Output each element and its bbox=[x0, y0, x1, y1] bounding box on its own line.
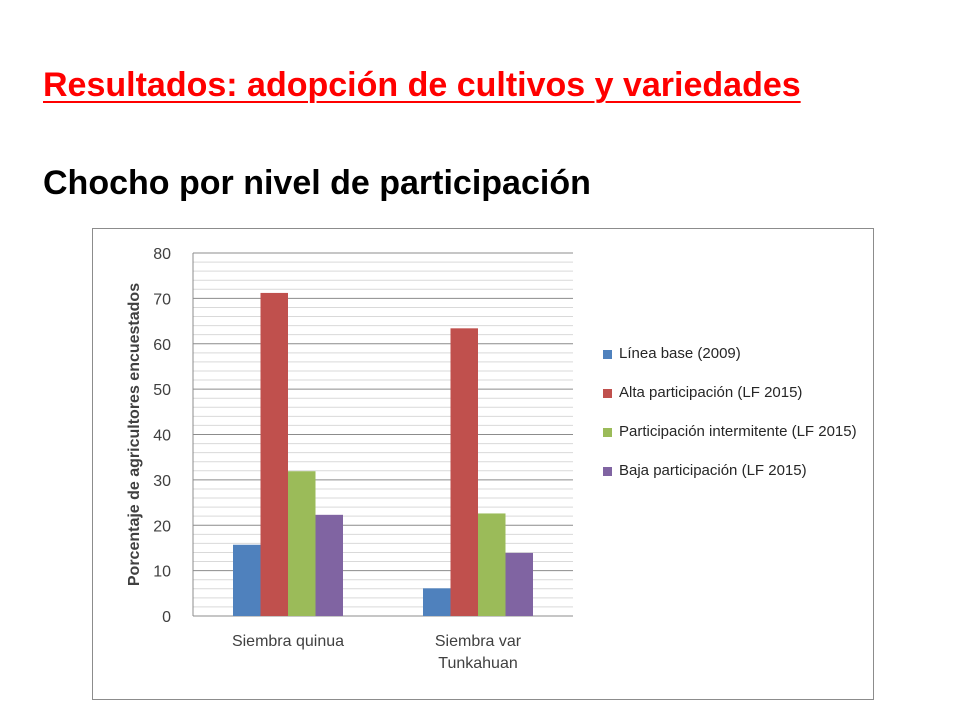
legend-item: Línea base (2009) bbox=[603, 344, 868, 364]
x-category-label: Siembra var bbox=[435, 633, 522, 650]
legend-item: Baja participación (LF 2015) bbox=[603, 461, 868, 481]
legend-item: Alta participación (LF 2015) bbox=[603, 383, 868, 403]
bar bbox=[478, 513, 506, 616]
x-category-label: Siembra quinua bbox=[232, 633, 344, 650]
y-tick-label: 0 bbox=[162, 609, 171, 626]
bar bbox=[315, 514, 343, 616]
y-tick-label: 10 bbox=[153, 564, 171, 581]
bar bbox=[288, 471, 316, 616]
legend-label: Baja participación (LF 2015) bbox=[619, 462, 807, 479]
legend-label: Alta participación (LF 2015) bbox=[619, 384, 803, 401]
legend-swatch bbox=[603, 428, 612, 437]
y-tick-label: 40 bbox=[153, 428, 171, 445]
y-tick-label: 30 bbox=[153, 473, 171, 490]
bar bbox=[260, 292, 288, 616]
bar bbox=[233, 544, 261, 616]
y-tick-label: 50 bbox=[153, 382, 171, 399]
y-tick-label: 20 bbox=[153, 518, 171, 535]
y-axis-title: Porcentaje de agricultores encuestados bbox=[126, 283, 143, 586]
y-tick-label: 80 bbox=[153, 246, 171, 263]
legend-swatch bbox=[603, 389, 612, 398]
slide-subtitle: Chocho por nivel de participación bbox=[43, 164, 591, 202]
legend-label: Línea base (2009) bbox=[619, 345, 741, 362]
chart-container: 0 10 20 30 40 50 60 70 80 Porcentaje de agriculto… bbox=[92, 228, 874, 700]
bar bbox=[505, 552, 533, 616]
bar-chart: 0 10 20 30 40 50 60 70 80 Porcentaje de agriculto… bbox=[126, 246, 573, 672]
slide-title: Resultados: adopción de cultivos y varie… bbox=[43, 66, 801, 104]
bar bbox=[423, 588, 451, 616]
chart-legend: Línea base (2009) Alta participación (LF … bbox=[603, 344, 868, 500]
y-tick-label: 70 bbox=[153, 291, 171, 308]
bar bbox=[450, 328, 478, 616]
legend-item: Participación intermitente (LF 2015) bbox=[603, 422, 868, 442]
legend-swatch bbox=[603, 350, 612, 359]
x-category-label: Tunkahuan bbox=[438, 655, 517, 672]
y-tick-label: 60 bbox=[153, 337, 171, 354]
legend-swatch bbox=[603, 467, 612, 476]
legend-label: Participación intermitente (LF 2015) bbox=[619, 423, 857, 440]
